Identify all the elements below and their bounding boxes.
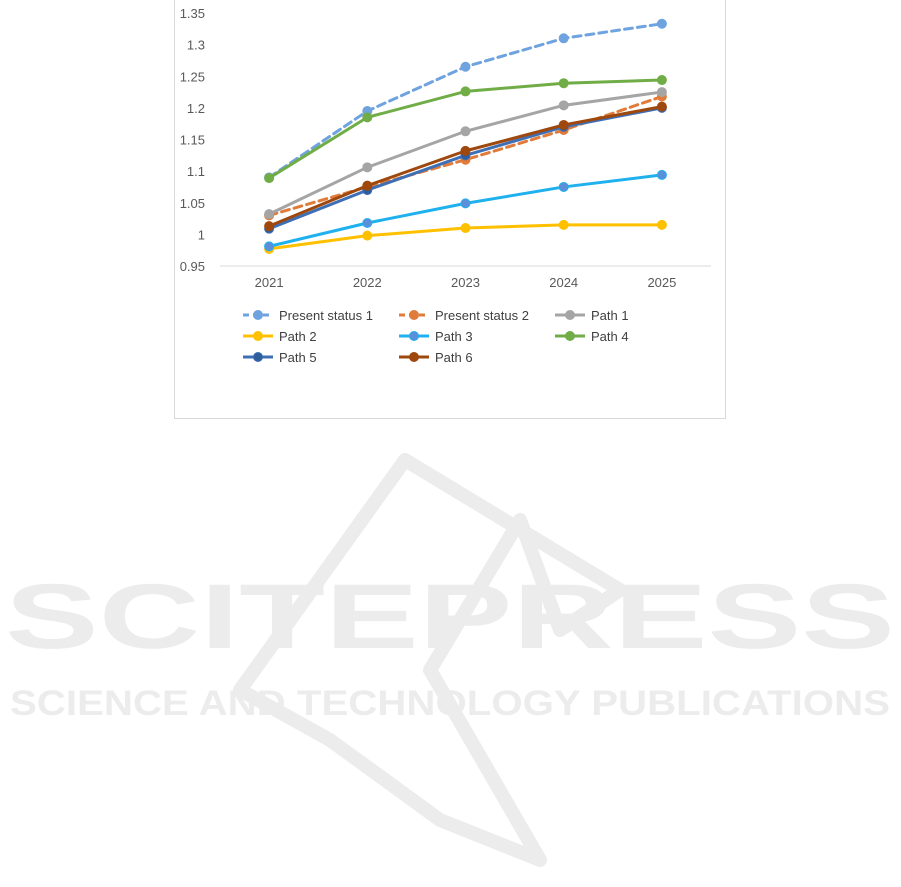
legend-swatch-marker [565, 331, 575, 341]
x-tick-label: 2023 [451, 275, 480, 290]
legend-label: Present status 1 [279, 308, 373, 323]
data-point [656, 87, 667, 98]
legend-item: Path 6 [399, 350, 473, 365]
legend-swatch-marker [409, 331, 419, 341]
data-point [558, 119, 569, 130]
data-point [558, 33, 569, 44]
y-tick-label: 0.95 [180, 259, 205, 274]
data-point [558, 219, 569, 230]
watermark: SCITEPRESS SCIENCE AND TECHNOLOGY PUBLIC… [5, 453, 895, 867]
legend-label: Path 6 [435, 350, 473, 365]
legend-swatch-marker [253, 331, 263, 341]
data-point [460, 223, 471, 234]
legend-swatch-marker [409, 352, 419, 362]
series-path-1 [264, 87, 667, 220]
y-tick-label: 1.35 [180, 6, 205, 21]
data-point [460, 126, 471, 137]
y-tick-label: 1.2 [187, 101, 205, 116]
data-point [656, 75, 667, 86]
data-point [264, 209, 275, 220]
legend-item: Present status 1 [243, 308, 373, 323]
legend-swatch-marker [409, 310, 419, 320]
series-layer [264, 18, 667, 254]
data-point [558, 100, 569, 111]
data-point [558, 78, 569, 89]
legend-item: Path 1 [555, 308, 629, 323]
x-tick-label: 2024 [549, 275, 578, 290]
data-point [362, 112, 373, 123]
legend-label: Path 1 [591, 308, 629, 323]
data-point [656, 219, 667, 230]
legend-item: Present status 2 [399, 308, 529, 323]
legend: Present status 1 Present status 2 Path 1 Pa… [243, 308, 629, 365]
legend-label: Path 5 [279, 350, 317, 365]
line-chart: 0.95 1 1.05 1.1 1.15 1.2 1.25 1.3 1.35 2021 2022 20… [180, 6, 711, 365]
legend-label: Path 4 [591, 329, 629, 344]
series-present-status-1 [264, 18, 667, 183]
series-line [267, 106, 664, 231]
series-path-6 [264, 101, 667, 232]
y-tick-label: 1.15 [180, 133, 205, 148]
data-point [656, 101, 667, 112]
chart-frame: 0.95 1 1.05 1.1 1.15 1.2 1.25 1.3 1.35 2021 2022 20… [174, 0, 726, 419]
legend-swatch-marker [253, 310, 263, 320]
data-point [362, 217, 373, 228]
data-point [656, 18, 667, 29]
legend-swatch-marker [565, 310, 575, 320]
data-point [656, 169, 667, 180]
data-point [362, 230, 373, 241]
legend-swatch-marker [253, 352, 263, 362]
legend-item: Path 5 [243, 350, 317, 365]
data-point [264, 221, 275, 232]
data-point [460, 145, 471, 156]
data-point [264, 241, 275, 252]
data-point [460, 86, 471, 97]
watermark-book-logo [233, 453, 627, 867]
watermark-subtitle: SCIENCE AND TECHNOLOGY PUBLICATIONS [10, 684, 890, 723]
series-path-5 [264, 102, 667, 234]
axes: 0.95 1 1.05 1.1 1.15 1.2 1.25 1.3 1.35 2021 2022 20… [180, 6, 711, 290]
y-tick-label: 1 [198, 227, 205, 242]
legend-item: Path 2 [243, 329, 317, 344]
data-point [264, 173, 275, 184]
legend-item: Path 3 [399, 329, 473, 344]
data-point [558, 181, 569, 192]
legend-label: Present status 2 [435, 308, 529, 323]
y-tick-label: 1.25 [180, 69, 205, 84]
data-point [460, 198, 471, 209]
data-point [362, 180, 373, 191]
x-tick-label: 2022 [353, 275, 382, 290]
y-tick-label: 1.1 [187, 164, 205, 179]
legend-label: Path 2 [279, 329, 317, 344]
legend-label: Path 3 [435, 329, 473, 344]
x-tick-label: 2025 [647, 275, 676, 290]
data-point [362, 162, 373, 173]
data-point [460, 61, 471, 72]
series-path-4 [264, 75, 667, 184]
x-tick-label: 2021 [255, 275, 284, 290]
y-tick-label: 1.3 [187, 38, 205, 53]
watermark-title: SCITEPRESS [5, 566, 895, 668]
y-tick-label: 1.05 [180, 196, 205, 211]
legend-item: Path 4 [555, 329, 629, 344]
series-path-3 [264, 169, 667, 252]
series-path-2 [264, 219, 667, 254]
